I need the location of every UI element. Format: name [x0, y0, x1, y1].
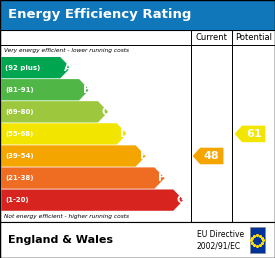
Polygon shape	[1, 101, 108, 123]
Text: Potential: Potential	[235, 33, 272, 42]
Text: F: F	[158, 173, 166, 183]
FancyBboxPatch shape	[0, 0, 275, 30]
Polygon shape	[1, 145, 146, 167]
Text: G: G	[177, 195, 185, 205]
FancyBboxPatch shape	[0, 222, 275, 258]
Text: 61: 61	[246, 129, 262, 139]
Text: (69-80): (69-80)	[5, 109, 34, 115]
Polygon shape	[193, 148, 223, 164]
Text: C: C	[101, 107, 109, 117]
Text: EU Directive: EU Directive	[197, 230, 244, 239]
FancyBboxPatch shape	[250, 227, 265, 253]
Text: Very energy efficient - lower running costs: Very energy efficient - lower running co…	[4, 48, 129, 53]
Text: (39-54): (39-54)	[5, 153, 34, 159]
Text: (1-20): (1-20)	[5, 197, 29, 203]
Polygon shape	[1, 167, 165, 189]
Text: (92 plus): (92 plus)	[5, 65, 40, 71]
Text: 2002/91/EC: 2002/91/EC	[197, 242, 241, 251]
Text: 48: 48	[204, 151, 219, 161]
Polygon shape	[1, 189, 183, 211]
Text: Energy Efficiency Rating: Energy Efficiency Rating	[8, 8, 192, 21]
Polygon shape	[1, 79, 89, 100]
Polygon shape	[1, 57, 70, 78]
Text: Not energy efficient - higher running costs: Not energy efficient - higher running co…	[4, 214, 129, 220]
Text: Current: Current	[196, 33, 228, 42]
Text: D: D	[120, 129, 129, 139]
Text: B: B	[82, 85, 90, 95]
Text: (21-38): (21-38)	[5, 175, 34, 181]
Text: (55-68): (55-68)	[5, 131, 33, 137]
Polygon shape	[1, 123, 127, 144]
Polygon shape	[235, 126, 265, 142]
Text: England & Wales: England & Wales	[8, 235, 113, 245]
Text: A: A	[64, 63, 72, 73]
FancyBboxPatch shape	[0, 30, 275, 222]
Text: (81-91): (81-91)	[5, 87, 34, 93]
Text: E: E	[139, 151, 147, 161]
